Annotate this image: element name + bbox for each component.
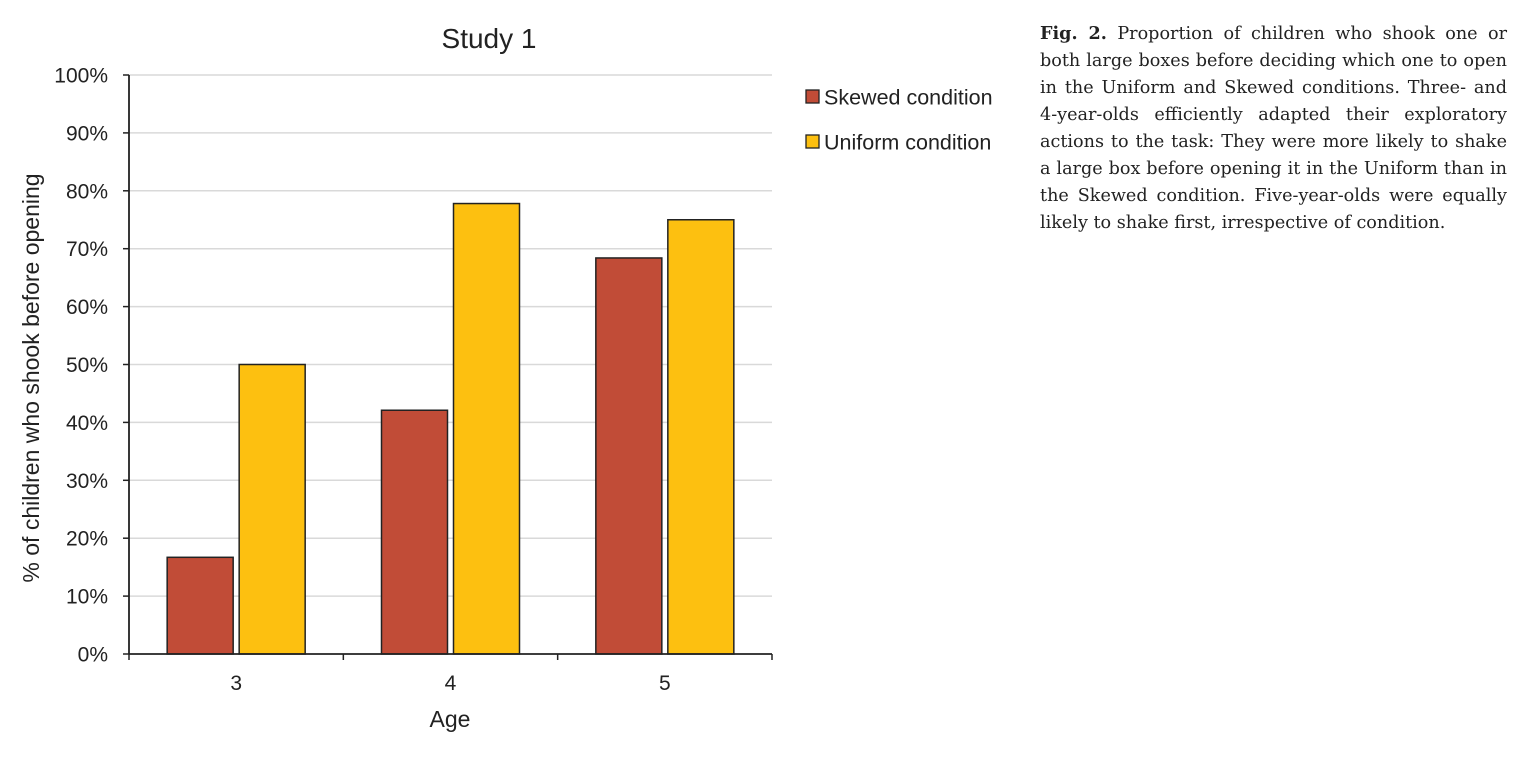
caption-text: Proportion of children who shook one or … <box>1040 24 1508 233</box>
grid-lines <box>129 74 772 597</box>
y-tick-label: 40% <box>66 412 108 435</box>
legend-swatch <box>805 89 820 104</box>
bar-skewed-4 <box>380 409 449 655</box>
x-tick-label: 5 <box>659 672 671 695</box>
y-tick-label: 60% <box>66 296 108 319</box>
legend-label: Skewed condition <box>824 86 993 110</box>
y-tick-label: 80% <box>66 180 108 203</box>
chart-title: Study 1 <box>442 23 537 54</box>
figure-caption: Fig. 2. Proportion of children who shook… <box>1040 20 1507 237</box>
x-axis-ticks: 3 4 5 <box>128 654 773 695</box>
y-tick-label: 20% <box>66 528 108 551</box>
bar-uniform-5 <box>667 219 735 655</box>
bar-skewed-3 <box>166 556 234 655</box>
bar-skewed-5 <box>595 257 663 655</box>
bar-uniform-3 <box>238 363 306 655</box>
legend: Skewed condition Uniform condition <box>805 86 993 155</box>
y-tick-label: 10% <box>66 586 108 609</box>
x-tick-label: 3 <box>230 672 242 695</box>
y-tick-label: 0% <box>78 644 108 667</box>
y-axis-label: % of children who shook before opening <box>18 173 44 582</box>
legend-label: Uniform condition <box>824 131 991 155</box>
bar-chart: Study 1 0% 10% 20% 30% 40% 50% 60% 70% 80% 90% 100… <box>18 23 993 732</box>
x-axis-label: Age <box>430 706 471 732</box>
bars <box>166 202 735 655</box>
y-axis-ticks: 0% 10% 20% 30% 40% 50% 60% 70% 80% 90% 100% <box>54 65 129 667</box>
y-tick-label: 50% <box>66 354 108 377</box>
caption-label: Fig. 2. <box>1040 23 1107 44</box>
axes <box>128 75 772 655</box>
bar-uniform-4 <box>452 202 521 655</box>
y-tick-label: 100% <box>54 65 108 88</box>
y-tick-label: 70% <box>66 238 108 261</box>
legend-swatch <box>805 134 820 149</box>
x-tick-label: 4 <box>445 672 457 695</box>
y-tick-label: 90% <box>66 122 108 145</box>
y-tick-label: 30% <box>66 470 108 493</box>
